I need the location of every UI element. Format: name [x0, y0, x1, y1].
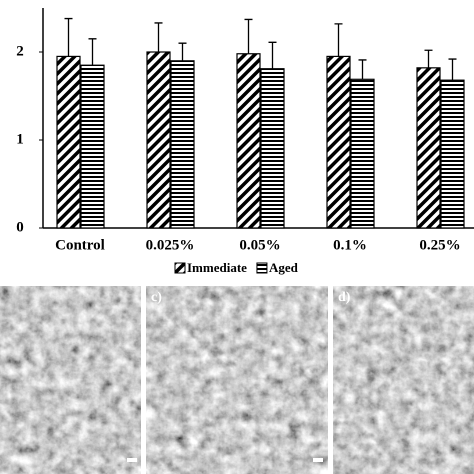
legend-swatch: [174, 262, 186, 274]
scale-bar: [313, 458, 323, 462]
bar: [236, 53, 261, 229]
sem-image: [146, 286, 328, 474]
sem-image: [333, 286, 474, 474]
legend-label: Immediate: [187, 260, 247, 275]
error-bar: [178, 42, 187, 61]
x-tick-label: Control: [55, 237, 105, 253]
bar: [260, 68, 285, 229]
bar: [350, 78, 375, 229]
bar: [146, 51, 171, 229]
bar: [416, 67, 441, 229]
y-tick-label: 1: [16, 131, 24, 147]
x-tick-label: 0.1%: [333, 237, 367, 253]
error-bar: [424, 49, 433, 68]
bar: [56, 55, 81, 229]
scale-bar: [127, 458, 137, 462]
x-tick-label: 0.25%: [419, 237, 460, 253]
bar: [326, 55, 351, 229]
sem-images: c) d): [0, 286, 474, 474]
error-bar: [448, 58, 457, 81]
bar: [80, 64, 105, 229]
error-bar: [154, 22, 163, 52]
y-tick-label: 2: [16, 43, 24, 59]
sem-image: [0, 286, 141, 474]
error-bar: [88, 38, 97, 66]
panel-label: d): [338, 290, 351, 305]
legend-swatch: [256, 262, 268, 274]
error-bar: [64, 17, 73, 57]
legend-label: Aged: [269, 260, 299, 275]
error-bar: [358, 59, 367, 80]
bar: [440, 79, 465, 229]
bar: [170, 60, 195, 229]
error-bar: [268, 41, 277, 69]
y-tick-label: 0: [16, 219, 24, 235]
panel-label: c): [151, 290, 162, 305]
x-tick-label: 0.025%: [146, 237, 195, 253]
error-bar: [244, 18, 253, 54]
error-bar: [334, 23, 343, 57]
x-tick-label: 0.05%: [239, 237, 280, 253]
